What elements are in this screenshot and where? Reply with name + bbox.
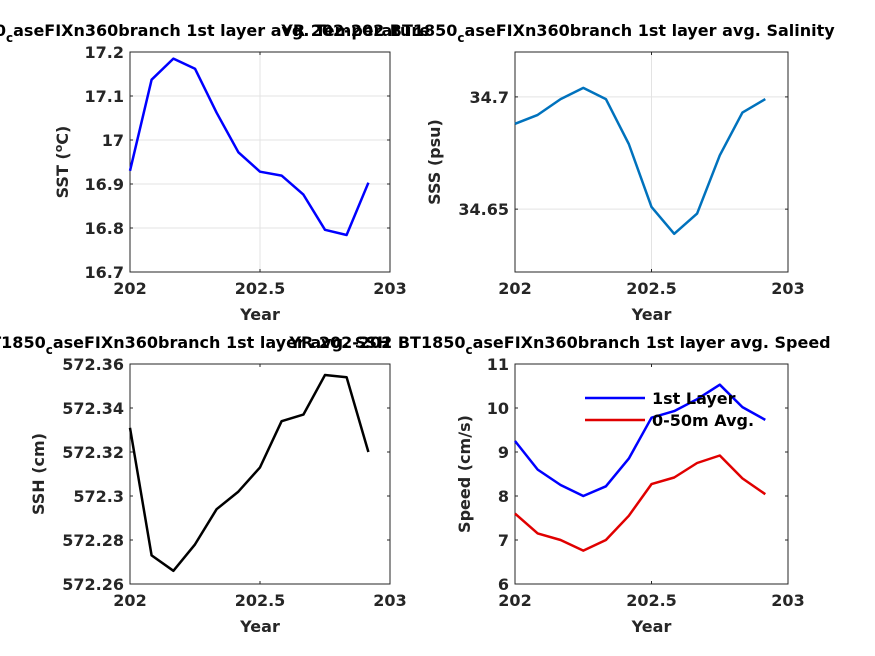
legend-label: 0-50m Avg.	[652, 411, 754, 430]
series-line-1	[514, 383, 766, 498]
y-tick-label: 6	[498, 575, 509, 594]
x-tick-label: 202.5	[235, 279, 286, 298]
y-tick-label: 9	[498, 443, 509, 462]
y-axis-label: SSS (psu)	[425, 119, 444, 205]
y-tick-label: 572.28	[62, 531, 124, 550]
y-tick-label: 7	[498, 531, 509, 550]
x-axis-label: Year	[239, 305, 280, 324]
legend: 1st Layer 0-50m Avg.	[585, 389, 754, 430]
y-tick-label: 16.7	[85, 263, 124, 282]
x-tick-label: 203	[373, 591, 406, 610]
x-axis-label: Year	[631, 305, 672, 324]
axes-box	[129, 363, 391, 585]
x-tick-label: 202	[498, 279, 531, 298]
y-tick-label: 11	[487, 355, 509, 374]
x-axis-label: Year	[631, 617, 672, 636]
x-tick-label: 202	[498, 591, 531, 610]
x-tick-label: 202.5	[626, 279, 677, 298]
y-tick-label: 10	[487, 399, 509, 418]
chart-title: YR 202-202 BT1850caseFIXn360branch 1st l…	[0, 21, 430, 45]
y-axis-label: Speed (cm/s)	[455, 415, 474, 533]
legend-label: 1st Layer	[652, 389, 736, 408]
y-tick-label: 572.26	[62, 575, 124, 594]
chart-title: YR 202-202 BT1850caseFIXn360branch 1st l…	[0, 333, 390, 357]
y-axis-label: SSH (cm)	[29, 433, 48, 515]
x-tick-label: 202	[113, 279, 146, 298]
chart-title: YR 202-202 BT1850caseFIXn360branch 1st l…	[288, 333, 830, 357]
x-tick-label: 202	[113, 591, 146, 610]
chart-title: YR 202-202 BT1850caseFIXn360branch 1st l…	[280, 21, 835, 45]
series-line-1	[128, 57, 370, 237]
x-tick-label: 203	[373, 279, 406, 298]
y-tick-label: 17	[102, 131, 124, 150]
y-tick-label: 16.9	[85, 175, 124, 194]
subplot-2: 202 202.5 203 34.65 34.7 Year SSS (psu) YR 202-…	[280, 21, 835, 324]
y-tick-label: 16.8	[85, 219, 124, 238]
x-tick-label: 203	[771, 279, 804, 298]
x-axis-label: Year	[239, 617, 280, 636]
subplot-1: 202 202.5 203 16.7 16.8 16.9 17 17.1 17.2 Year SST…	[0, 21, 430, 324]
y-tick-label: 17.2	[85, 43, 124, 62]
x-tick-label: 202.5	[626, 591, 677, 610]
series-line-2	[514, 454, 767, 552]
series-line-1	[128, 373, 370, 573]
y-tick-label: 34.7	[470, 88, 509, 107]
x-tick-label: 203	[771, 591, 804, 610]
y-tick-label: 572.32	[62, 443, 124, 462]
y-tick-label: 572.34	[62, 399, 124, 418]
y-tick-label: 8	[498, 487, 509, 506]
x-tick-label: 202.5	[235, 591, 286, 610]
y-axis-label: SST (oC)	[52, 126, 72, 199]
y-tick-label: 34.65	[458, 200, 509, 219]
subplot-3: 202 202.5 203 572.26 572.28 572.3 572.32 572.34…	[0, 333, 407, 636]
y-tick-label: 17.1	[85, 87, 124, 106]
y-tick-label: 572.36	[62, 355, 124, 374]
y-tick-label: 572.3	[73, 487, 124, 506]
series-line-1	[514, 86, 766, 236]
subplot-4: 202 202.5 203 6 7 8 9 10 11 Year Speed (cm/s) 1st L…	[288, 333, 830, 636]
